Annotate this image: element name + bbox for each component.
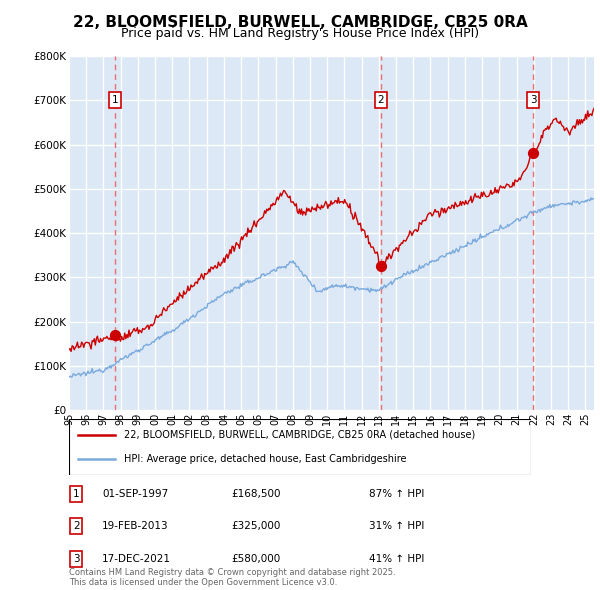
Text: £580,000: £580,000 <box>231 554 280 563</box>
Text: Contains HM Land Registry data © Crown copyright and database right 2025.
This d: Contains HM Land Registry data © Crown c… <box>69 568 395 587</box>
Text: 2: 2 <box>377 96 384 105</box>
Text: 87% ↑ HPI: 87% ↑ HPI <box>369 489 424 499</box>
Point <box>376 261 386 271</box>
Text: 1: 1 <box>73 489 80 499</box>
Text: 3: 3 <box>530 96 536 105</box>
Point <box>528 149 538 158</box>
Text: 01-SEP-1997: 01-SEP-1997 <box>102 489 168 499</box>
Text: Price paid vs. HM Land Registry's House Price Index (HPI): Price paid vs. HM Land Registry's House … <box>121 27 479 40</box>
Text: 19-FEB-2013: 19-FEB-2013 <box>102 522 169 531</box>
Text: £325,000: £325,000 <box>231 522 280 531</box>
Text: £168,500: £168,500 <box>231 489 281 499</box>
Text: 17-DEC-2021: 17-DEC-2021 <box>102 554 171 563</box>
Text: 3: 3 <box>73 554 80 563</box>
Point <box>110 331 120 340</box>
Text: 2: 2 <box>73 522 80 531</box>
Text: 22, BLOOMSFIELD, BURWELL, CAMBRIDGE, CB25 0RA: 22, BLOOMSFIELD, BURWELL, CAMBRIDGE, CB2… <box>73 15 527 30</box>
Text: HPI: Average price, detached house, East Cambridgeshire: HPI: Average price, detached house, East… <box>124 454 407 464</box>
Text: 41% ↑ HPI: 41% ↑ HPI <box>369 554 424 563</box>
Text: 31% ↑ HPI: 31% ↑ HPI <box>369 522 424 531</box>
Text: 1: 1 <box>112 96 118 105</box>
Text: 22, BLOOMSFIELD, BURWELL, CAMBRIDGE, CB25 0RA (detached house): 22, BLOOMSFIELD, BURWELL, CAMBRIDGE, CB2… <box>124 430 476 440</box>
